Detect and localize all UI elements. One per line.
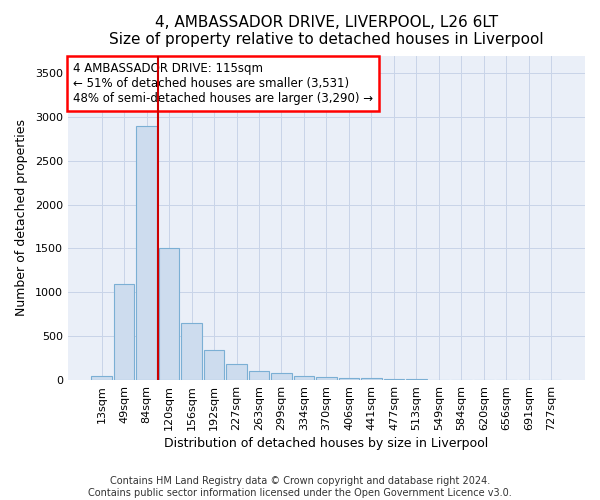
Bar [114,284,134,380]
X-axis label: Distribution of detached houses by size in Liverpool: Distribution of detached houses by size … [164,437,488,450]
Bar [361,378,382,380]
Text: Contains HM Land Registry data © Crown copyright and database right 2024.
Contai: Contains HM Land Registry data © Crown c… [88,476,512,498]
Bar [249,371,269,380]
Bar [226,364,247,380]
Bar [204,350,224,380]
Bar [271,373,292,380]
Bar [339,378,359,380]
Bar [91,376,112,380]
Bar [294,376,314,380]
Y-axis label: Number of detached properties: Number of detached properties [15,120,28,316]
Bar [316,377,337,380]
Bar [136,126,157,380]
Bar [384,379,404,380]
Text: 4 AMBASSADOR DRIVE: 115sqm
← 51% of detached houses are smaller (3,531)
48% of s: 4 AMBASSADOR DRIVE: 115sqm ← 51% of deta… [73,62,373,105]
Title: 4, AMBASSADOR DRIVE, LIVERPOOL, L26 6LT
Size of property relative to detached ho: 4, AMBASSADOR DRIVE, LIVERPOOL, L26 6LT … [109,15,544,48]
Bar [159,248,179,380]
Bar [181,323,202,380]
